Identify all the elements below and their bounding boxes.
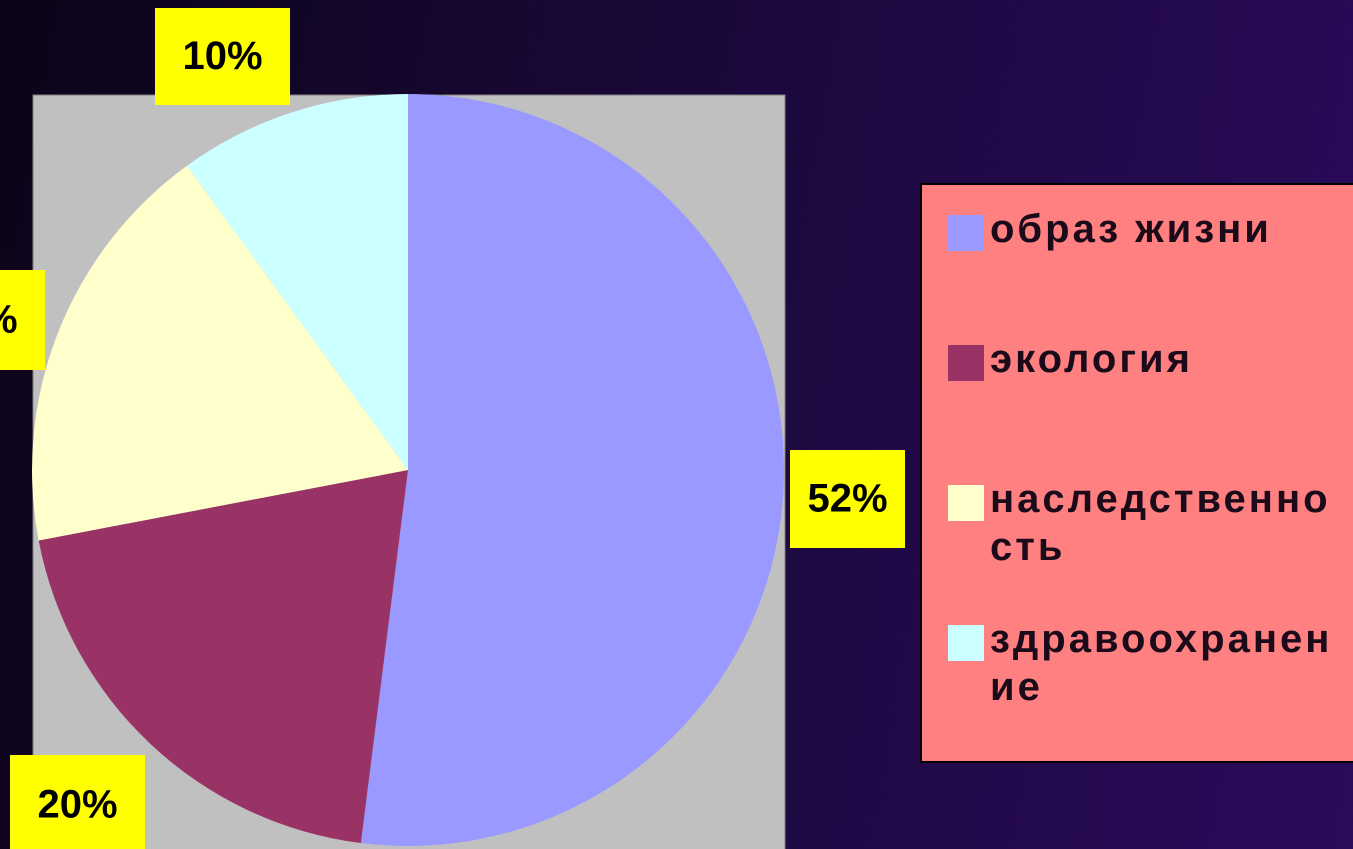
legend-label: наследственность bbox=[990, 475, 1340, 571]
legend-swatch bbox=[948, 215, 984, 251]
legend: образ жизни экология наследственность здрав… bbox=[920, 183, 1353, 763]
legend-label: экология bbox=[990, 335, 1340, 383]
value-label: 52% bbox=[807, 477, 887, 521]
value-label: 10% bbox=[182, 34, 262, 78]
legend-label: здравоохранение bbox=[990, 615, 1340, 711]
legend-label: образ жизни bbox=[990, 205, 1340, 253]
legend-swatch bbox=[948, 625, 984, 661]
page: 52% 20% 18% 10% образ жизни экология наследст… bbox=[0, 0, 1353, 849]
legend-swatch bbox=[948, 485, 984, 521]
value-label: 18% bbox=[0, 298, 18, 342]
legend-swatch bbox=[948, 345, 984, 381]
value-label: 20% bbox=[37, 783, 117, 827]
